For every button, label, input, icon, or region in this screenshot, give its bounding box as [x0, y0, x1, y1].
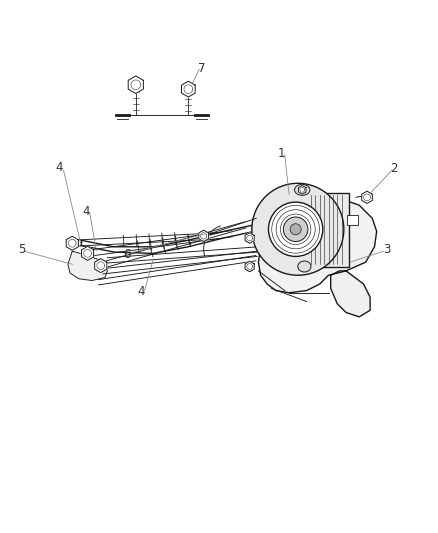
Text: 4: 4 [137, 285, 145, 298]
Text: 3: 3 [383, 244, 390, 256]
Polygon shape [362, 191, 372, 204]
Polygon shape [331, 271, 370, 317]
Polygon shape [298, 185, 306, 194]
Text: 7: 7 [198, 62, 205, 75]
Polygon shape [181, 81, 195, 97]
Polygon shape [95, 259, 107, 273]
Polygon shape [68, 251, 107, 280]
Circle shape [290, 224, 301, 235]
Text: 5: 5 [18, 244, 25, 256]
Polygon shape [269, 205, 333, 251]
Text: 6: 6 [123, 248, 131, 261]
Circle shape [252, 183, 344, 275]
Ellipse shape [298, 261, 311, 272]
Circle shape [268, 202, 323, 256]
Polygon shape [199, 230, 208, 241]
Text: 4: 4 [82, 205, 90, 218]
Text: 4: 4 [56, 161, 64, 174]
Polygon shape [245, 261, 254, 272]
Bar [347, 215, 358, 225]
Polygon shape [81, 246, 94, 260]
Circle shape [283, 217, 308, 241]
Ellipse shape [294, 184, 310, 195]
Polygon shape [258, 188, 377, 293]
Polygon shape [245, 233, 254, 243]
Polygon shape [66, 236, 78, 251]
Text: 1: 1 [278, 147, 286, 160]
Bar [307, 193, 349, 266]
Polygon shape [128, 76, 143, 93]
Text: 2: 2 [390, 163, 398, 175]
